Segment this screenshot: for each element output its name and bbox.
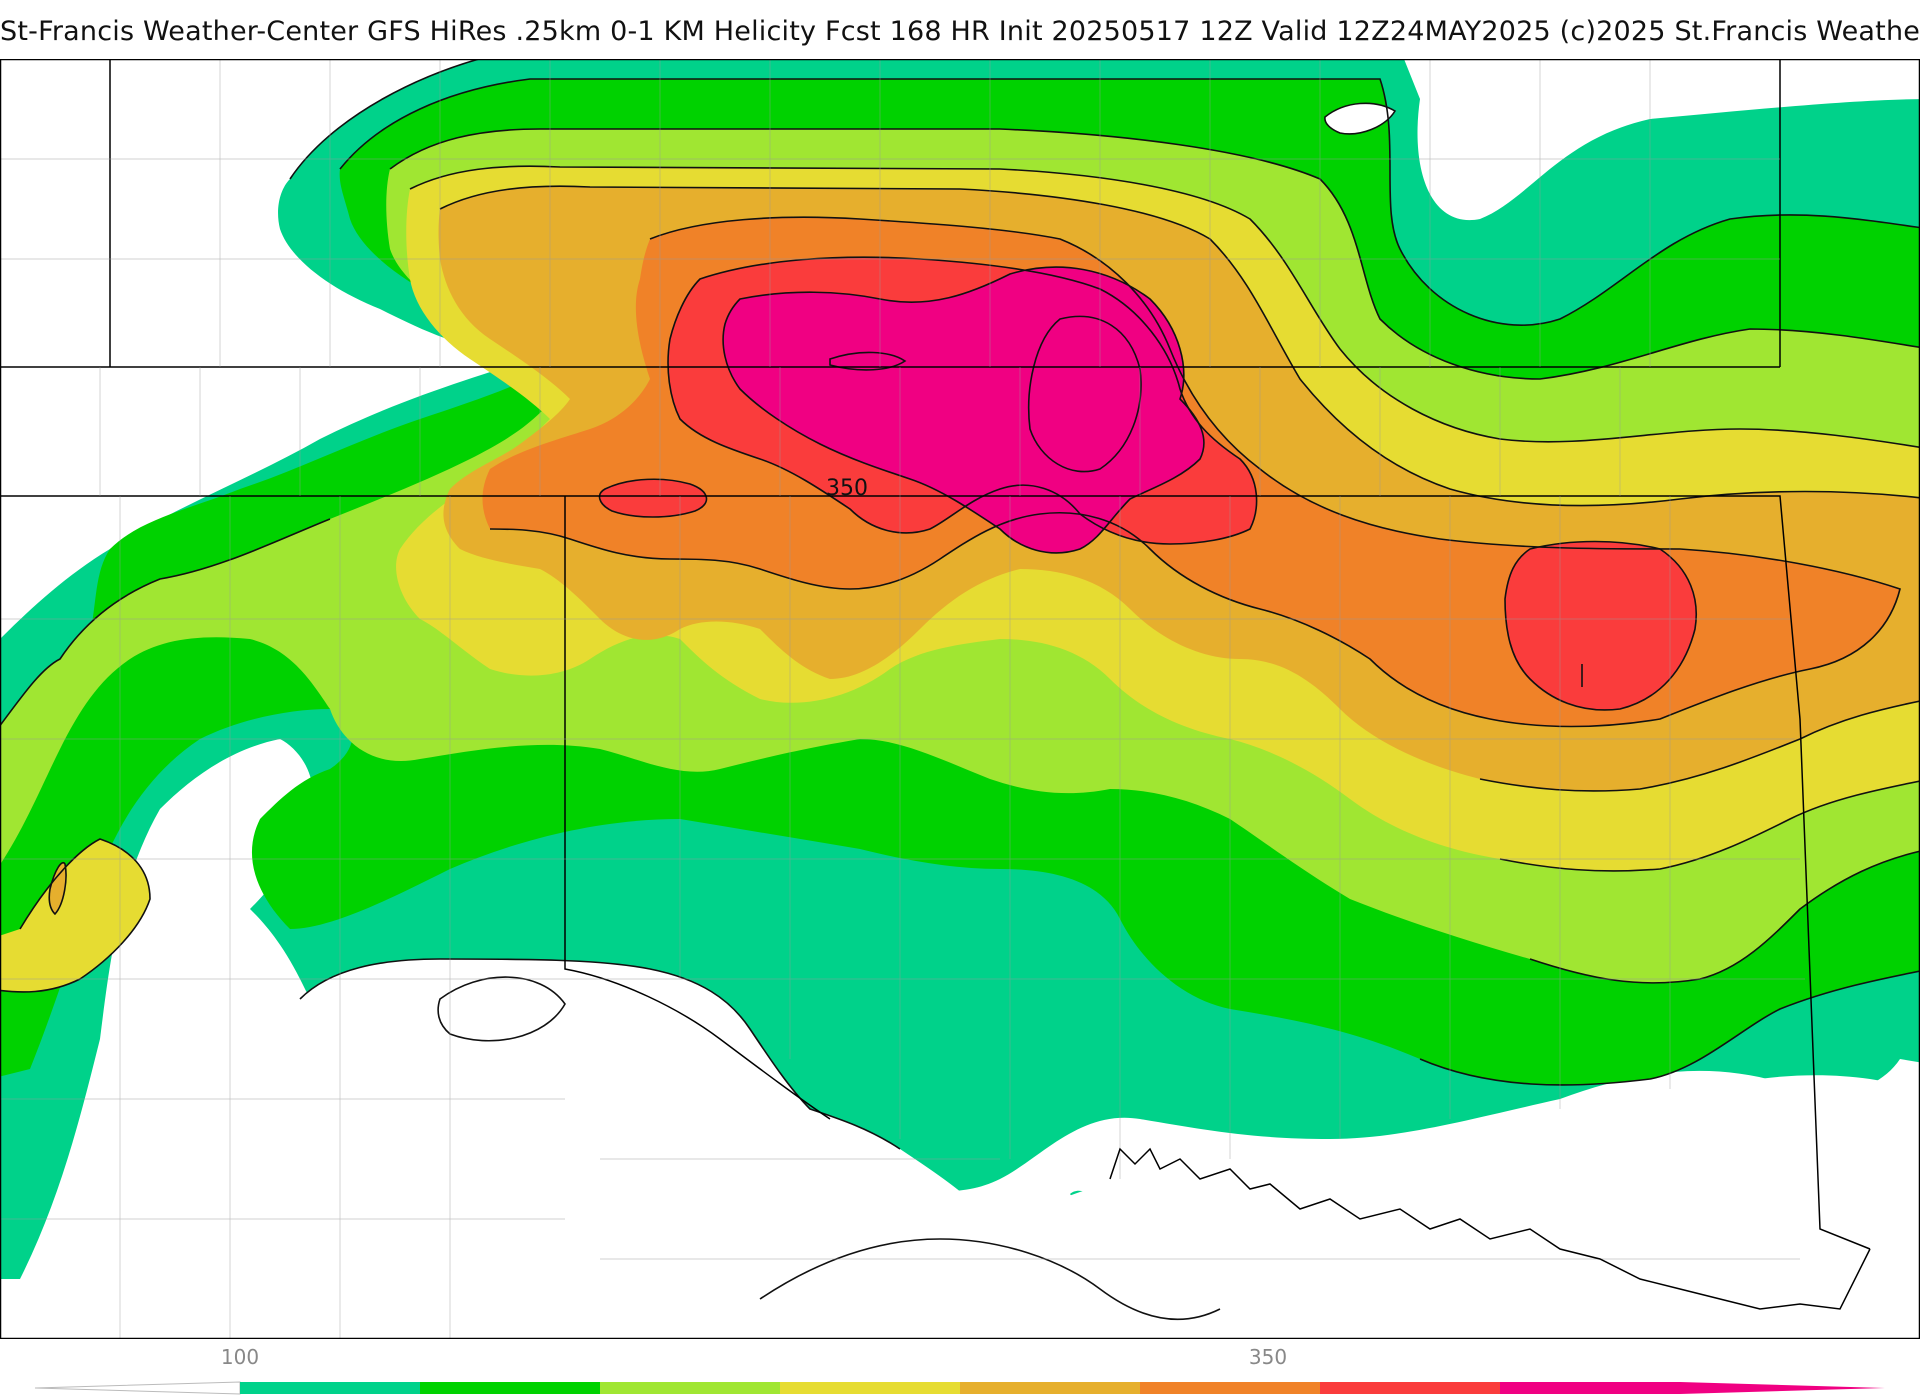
- colorbar-segment-7: [1320, 1382, 1501, 1394]
- white-region-southeast: [963, 1075, 1920, 1339]
- helicity-band-magenta: [723, 267, 1204, 553]
- colorbar-segment-5: [960, 1382, 1141, 1394]
- colorbar-segment-4: [780, 1382, 961, 1394]
- colorbar-segment-2: [420, 1382, 601, 1394]
- colorbar-segment-6: [1140, 1382, 1321, 1394]
- white-region-south: [293, 959, 995, 1339]
- river-boundary: [1109, 1147, 1871, 1310]
- helicity-map: 350: [0, 59, 1920, 1339]
- colorbar-left-arrow: [34, 1381, 241, 1395]
- colorbar-segment-3: [600, 1382, 781, 1394]
- colorbar-segment-1: [240, 1382, 421, 1394]
- contour-label-350: 350: [826, 476, 868, 501]
- colorbar-right-arrow: [1680, 1382, 1885, 1394]
- county-boundaries: [0, 59, 1805, 1339]
- helicity-band-gold: [49, 186, 1920, 914]
- colorbar-segments: [240, 1382, 1681, 1394]
- colorbar-label-100: 100: [221, 1345, 259, 1369]
- colorbar-segment-8: [1500, 1382, 1681, 1394]
- colorbar-label-350: 350: [1249, 1345, 1287, 1369]
- map-title: St-Francis Weather-Center GFS HiRes .25k…: [0, 16, 1920, 47]
- contour-lines: [0, 59, 1920, 1321]
- colorbar: 100 350: [34, 1345, 1885, 1395]
